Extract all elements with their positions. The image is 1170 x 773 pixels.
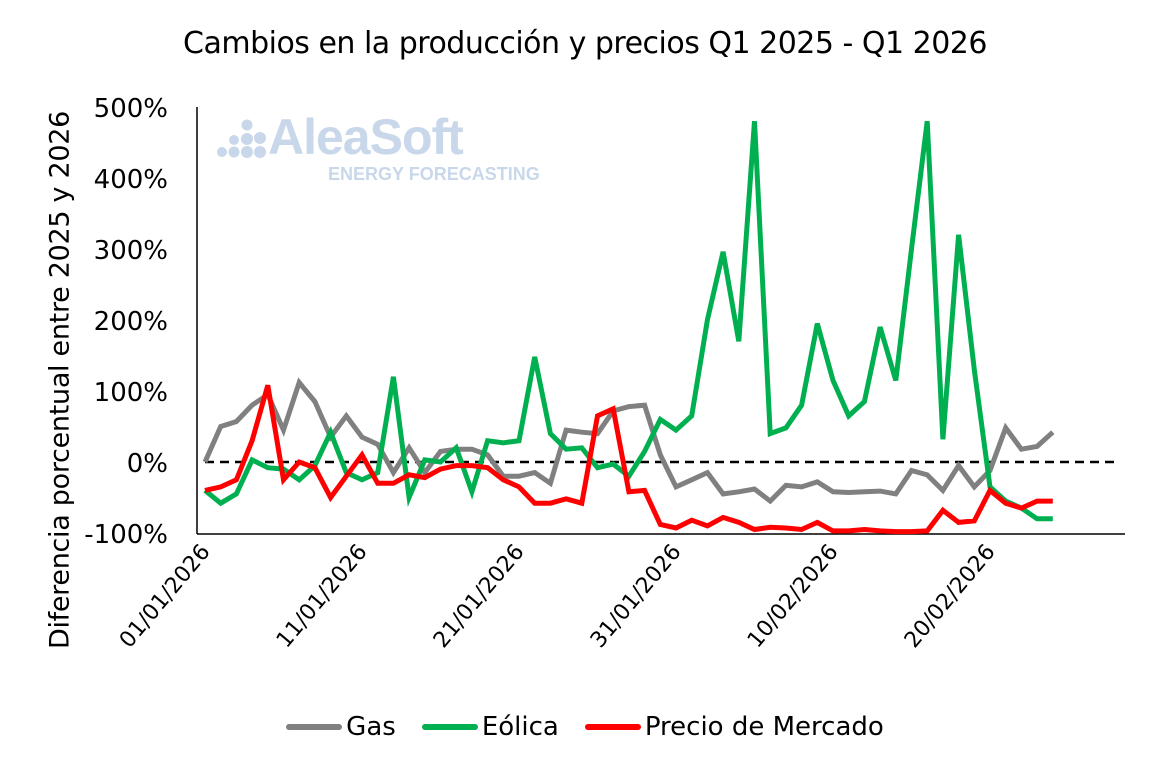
- x-tick-label: 21/01/2026: [429, 540, 530, 653]
- legend-label: Gas: [346, 712, 396, 742]
- logo-subtitle: ENERGY FORECASTING: [328, 164, 540, 184]
- legend-item-precio: Precio de Mercado: [584, 712, 884, 742]
- y-tick-label: 300%: [94, 236, 168, 266]
- x-tick-label: 11/01/2026: [272, 540, 373, 653]
- y-tick-label: 500%: [94, 94, 168, 124]
- y-tick-label: 400%: [94, 165, 168, 195]
- logo-text: AleaSoft: [268, 109, 464, 165]
- series-line-gas: [202, 377, 1055, 505]
- x-tick-label: 01/01/2026: [115, 540, 216, 653]
- x-axis-ticks: 01/01/2026 11/01/2026 21/01/2026 31/01/2026…: [115, 540, 1001, 653]
- legend-swatch-precio: [584, 724, 641, 730]
- y-tick-label: 200%: [94, 307, 168, 337]
- chart-title: Cambios en la producción y precios Q1 20…: [183, 26, 987, 61]
- y-axis-ticks: 500% 400% 300% 200% 100% 0% -100%: [84, 94, 168, 550]
- x-tick-label: 31/01/2026: [586, 540, 687, 653]
- y-tick-label: 100%: [94, 378, 168, 408]
- y-tick-label: 0%: [127, 449, 168, 479]
- y-tick-label: -100%: [84, 520, 168, 550]
- legend-item-eolica: Eólica: [421, 712, 559, 742]
- legend-item-gas: Gas: [286, 712, 396, 742]
- x-tick-label: 20/02/2026: [900, 540, 1001, 653]
- legend-swatch-gas: [286, 724, 343, 730]
- series-line-precio-de-mercado: [204, 384, 1053, 535]
- legend-swatch-eolica: [421, 724, 478, 730]
- x-tick-label: 10/02/2026: [743, 540, 844, 653]
- series-line-e-lica: [203, 120, 1053, 522]
- legend-label: Precio de Mercado: [644, 712, 884, 742]
- legend-label: Eólica: [481, 712, 559, 742]
- legend: Gas Eólica Precio de Mercado: [0, 712, 1170, 742]
- logo-dots-icon: [217, 119, 266, 158]
- series-lines: [202, 120, 1055, 535]
